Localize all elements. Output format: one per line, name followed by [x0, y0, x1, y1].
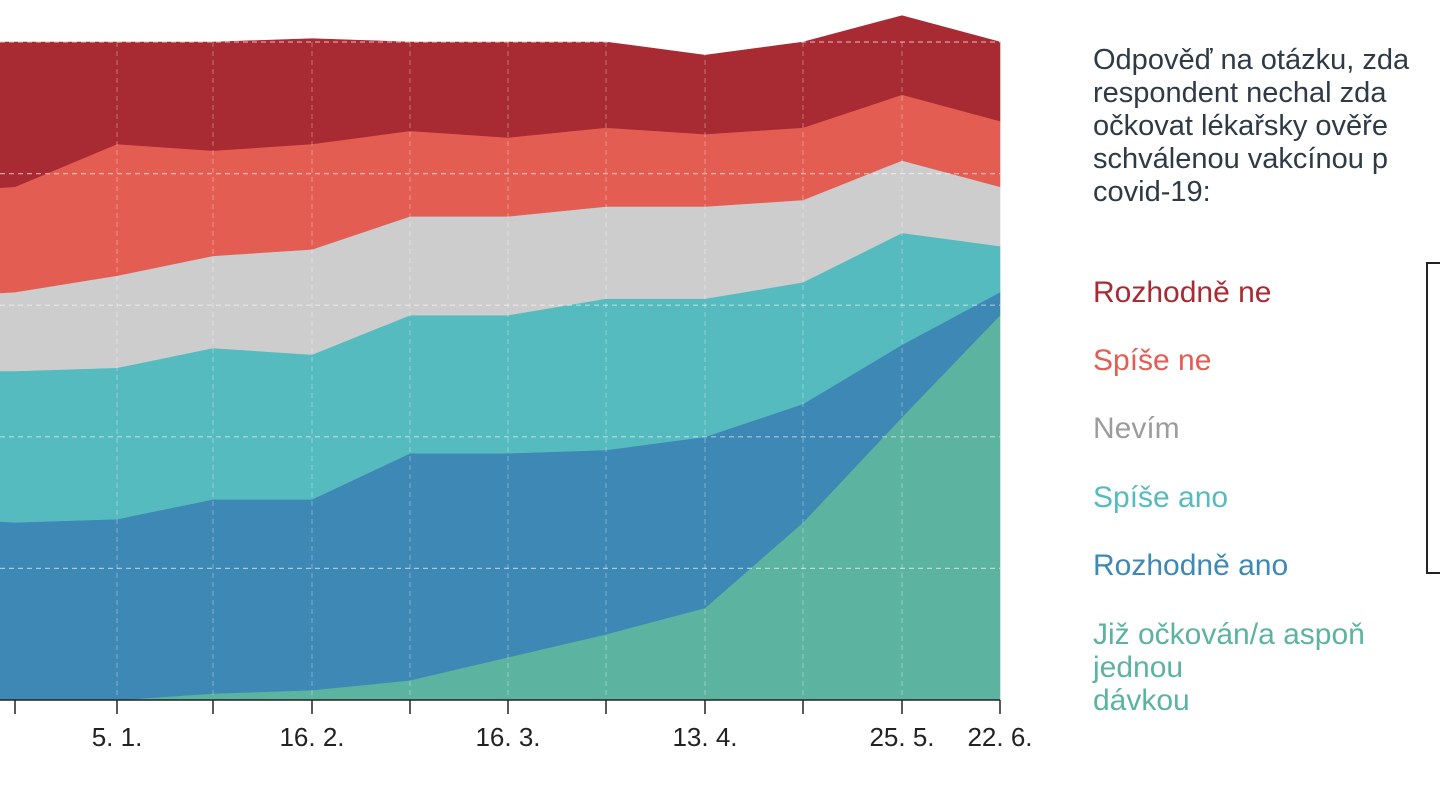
x-tick-label-4: 25. 5.: [869, 722, 934, 752]
area-series-5: [0, 15, 1001, 188]
x-tick-label-3: 13. 4.: [672, 722, 737, 752]
x-tick-label-0: 5. 1.: [92, 722, 143, 752]
legend-rozhodne-ne: Rozhodně ne: [1093, 276, 1272, 309]
legend-rozhodne-ano: Rozhodně ano: [1093, 549, 1289, 582]
x-tick-label-5: 22. 6.: [967, 722, 1032, 752]
chart-title: Odpověď na otázku, zda respondent nechal…: [1093, 44, 1410, 208]
stacked-area-chart: 5. 1. 16. 2. 16. 3. 13. 4. 25. 5. 22. 6.: [0, 15, 1033, 752]
legend-bracket: [1426, 262, 1440, 574]
x-tick-label-2: 16. 3.: [475, 722, 540, 752]
legend-spise-ne: Spíše ne: [1093, 344, 1212, 377]
legend-nevim: Nevím: [1093, 412, 1180, 445]
legend-spise-ano: Spíše ano: [1093, 481, 1229, 514]
x-tick-label-1: 16. 2.: [279, 722, 344, 752]
legend-ockovan: Již očkován/a aspoň jednou dávkou: [1093, 618, 1365, 717]
